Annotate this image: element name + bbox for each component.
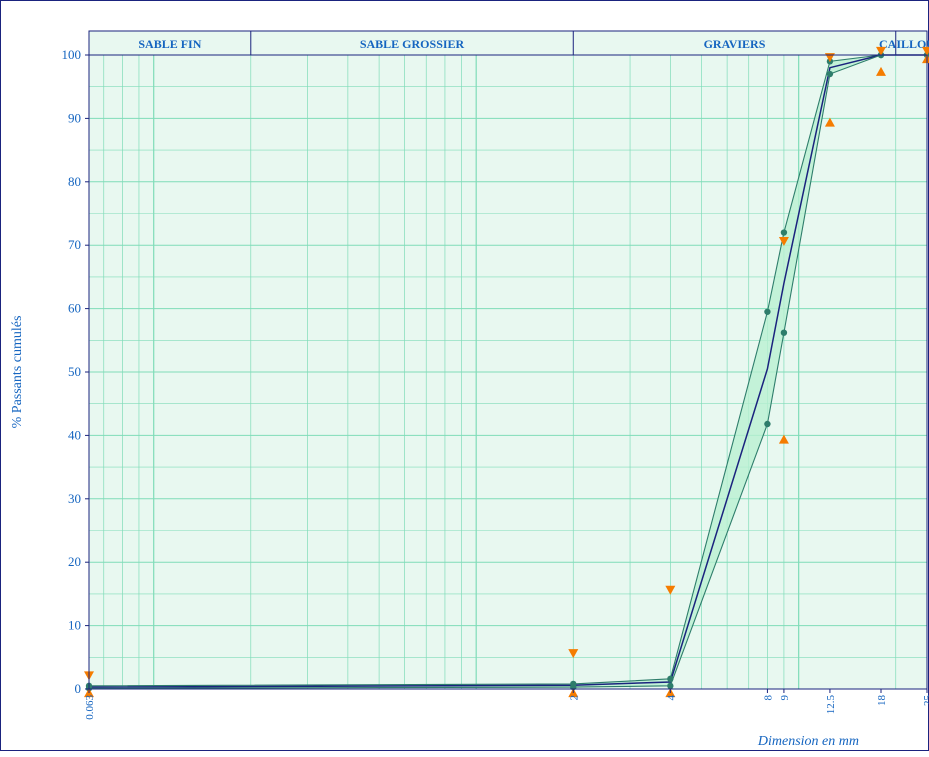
series-point-lower: [667, 682, 674, 690]
series-point-upper: [667, 675, 674, 683]
band-label: GRAVIERS: [704, 37, 766, 51]
marker-limit-min: [778, 434, 789, 444]
series-point-lower: [780, 329, 788, 336]
y-tick-label: 60: [68, 301, 81, 316]
x-tick-label: 25: [922, 695, 929, 707]
y-tick-label: 90: [68, 110, 81, 125]
series-line-mean: [88, 54, 927, 688]
marker-limit-max: [665, 585, 676, 595]
band-label: SABLE FIN: [138, 37, 201, 51]
x-tick-label: 2: [568, 695, 580, 701]
granulometric-bands: SABLE FIN SABLE GROSSIER GRAVIERS CAILLOUX: [88, 30, 929, 56]
x-axis-label: Dimension en mm: [757, 734, 859, 749]
marker-limit-max: [568, 649, 579, 659]
plot-frame: [88, 54, 928, 690]
y-axis-ticks: 0 10 20 30 40 50 60 70 80 90 100: [62, 47, 89, 696]
band-label: CAILLOUX: [879, 37, 929, 51]
y-tick-label: 70: [68, 237, 81, 252]
series-point-upper: [780, 229, 788, 236]
x-tick-label: 9: [779, 695, 791, 701]
series-line-upper: [88, 54, 927, 687]
y-tick-label: 0: [75, 681, 82, 696]
x-tick-label: 8: [762, 695, 774, 701]
series-line-lower: [88, 54, 927, 689]
marker-limit-min: [824, 117, 835, 127]
y-axis-label: % Passants cumulés: [10, 316, 25, 429]
marker-limit-min: [875, 66, 886, 76]
y-tick-label: 40: [68, 427, 81, 442]
marker-limit-max: [778, 237, 789, 247]
series-lines: [88, 54, 927, 689]
x-axis-ticks: 0.063 2 4 8 9 12.5 18 25: [84, 689, 929, 720]
y-tick-label: 10: [68, 618, 81, 633]
marker-limit-max: [875, 46, 886, 56]
y-tick-label: 30: [68, 491, 81, 506]
band-header: [88, 30, 928, 56]
series-point-lower: [764, 420, 771, 428]
y-tick-label: 100: [62, 47, 82, 62]
y-tick-label: 80: [68, 174, 81, 189]
series-point-lower: [826, 70, 834, 78]
series-point-upper: [764, 308, 771, 315]
x-tick-label: 18: [876, 695, 888, 707]
marker-limit-max: [922, 46, 929, 56]
y-tick-label: 20: [68, 554, 81, 569]
x-tick-label: 4: [665, 695, 677, 701]
x-tick-label: 0.063: [84, 695, 96, 720]
x-tick-label: 12.5: [825, 695, 837, 715]
grid: [89, 54, 927, 690]
y-tick-label: 50: [68, 364, 81, 379]
band-label: SABLE GROSSIER: [360, 37, 465, 51]
